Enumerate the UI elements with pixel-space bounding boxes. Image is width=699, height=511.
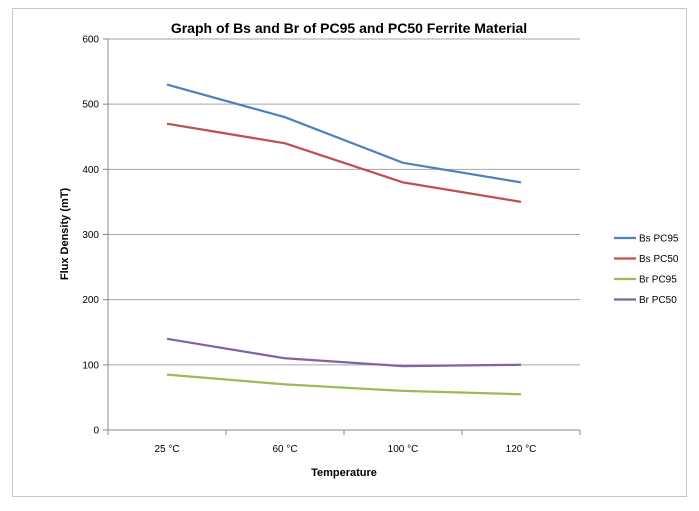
- chart-title: Graph of Bs and Br of PC95 and PC50 Ferr…: [171, 20, 527, 36]
- y-tick-label: 0: [93, 426, 99, 437]
- legend: Bs PC95 Bs PC50 Br PC95 Br PC50: [614, 234, 679, 306]
- y-tick-label: 300: [82, 230, 99, 241]
- chart-area: [12, 8, 687, 497]
- y-tick-label: 500: [82, 100, 99, 111]
- legend-item: Bs PC50: [614, 254, 679, 265]
- y-tick-label: 600: [82, 35, 99, 46]
- series-lines: [166, 83, 522, 396]
- series-line-bs-pc95: [166, 83, 522, 184]
- axes: [103, 38, 581, 435]
- y-axis-title: Flux Density (mT): [59, 188, 71, 281]
- y-axis-ticks: 0 100 200 300 400 500 600: [82, 35, 99, 437]
- legend-label: Bs PC50: [639, 254, 679, 265]
- legend-label: Bs PC95: [639, 234, 679, 245]
- series-line-br-pc50: [166, 337, 522, 368]
- legend-label: Br PC95: [639, 275, 677, 286]
- x-tick-label: 25 °C: [154, 444, 179, 455]
- y-tick-label: 100: [82, 360, 99, 371]
- x-axis-ticks: 25 °C 60 °C 100 °C 120 °C: [154, 444, 536, 455]
- legend-item: Br PC95: [614, 275, 677, 286]
- x-tick-label: 100 °C: [388, 444, 419, 455]
- y-tick-label: 400: [82, 165, 99, 176]
- legend-label: Br PC50: [639, 295, 677, 306]
- y-tick-label: 200: [82, 295, 99, 306]
- x-axis-title: Temperature: [311, 467, 377, 479]
- x-tick-label: 60 °C: [272, 444, 297, 455]
- legend-item: Br PC50: [614, 295, 677, 306]
- x-tick-label: 120 °C: [506, 444, 537, 455]
- series-line-bs-pc50: [166, 122, 522, 204]
- legend-item: Bs PC95: [614, 234, 679, 245]
- series-line-br-pc95: [166, 373, 522, 396]
